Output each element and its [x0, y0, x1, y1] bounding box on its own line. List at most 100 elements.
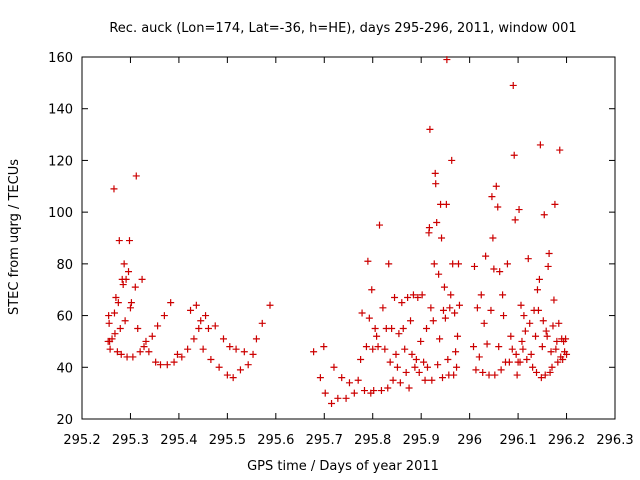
data-point [385, 260, 393, 268]
data-point [446, 304, 454, 312]
data-point [190, 335, 198, 343]
data-point [360, 387, 368, 395]
data-point [533, 286, 541, 294]
data-point [409, 291, 417, 299]
data-point [393, 363, 401, 371]
data-point [489, 234, 497, 242]
data-point [138, 275, 146, 283]
x-axis-label: GPS time / Days of year 2011 [247, 459, 439, 474]
data-point [533, 368, 541, 376]
data-point [515, 206, 523, 214]
data-point [136, 348, 144, 356]
data-point [537, 374, 545, 382]
data-point [544, 262, 552, 270]
y-tick-label: 120 [48, 154, 73, 169]
data-point [512, 350, 520, 358]
data-point [482, 252, 490, 260]
data-point [475, 353, 483, 361]
data-point [442, 200, 450, 208]
x-tick-label: 295.4 [160, 433, 197, 448]
data-point [310, 348, 318, 356]
data-point [219, 335, 227, 343]
data-point [548, 363, 556, 371]
data-point [402, 368, 410, 376]
data-point [423, 325, 431, 332]
x-tick-label: 296.2 [548, 433, 585, 448]
plot-frame [81, 56, 616, 420]
data-point [371, 325, 379, 332]
data-point [536, 141, 544, 149]
data-point [148, 332, 156, 340]
data-point [244, 361, 252, 369]
data-point [439, 306, 447, 314]
data-points [104, 56, 571, 407]
data-point [556, 146, 564, 154]
y-axis-label: STEC from uqrg / TECUs [7, 159, 22, 315]
data-point [358, 309, 366, 317]
y-tick-label: 160 [48, 51, 73, 66]
data-point [412, 356, 420, 364]
data-point [328, 399, 336, 407]
data-point [454, 260, 462, 268]
data-point [547, 348, 555, 356]
data-point [479, 368, 487, 376]
chart-title: Rec. auck (Lon=174, Lat=-36, h=HE), days… [109, 21, 576, 36]
data-point [211, 322, 219, 330]
data-point [513, 371, 521, 379]
data-point [115, 237, 123, 245]
data-point [229, 374, 237, 382]
data-point [195, 325, 203, 332]
data-point [499, 291, 507, 299]
data-point [491, 371, 499, 379]
data-point [105, 319, 113, 327]
data-point [173, 350, 181, 358]
data-point [223, 371, 231, 379]
data-point [480, 319, 488, 327]
data-point [448, 156, 456, 164]
data-point [439, 374, 447, 382]
data-point [545, 250, 553, 258]
data-point [121, 317, 129, 325]
data-point [451, 309, 459, 317]
data-point [167, 299, 175, 307]
data-point [428, 376, 436, 384]
data-point [207, 356, 215, 364]
data-point [517, 301, 525, 309]
data-point [503, 260, 511, 268]
data-point [202, 312, 210, 320]
data-point [546, 368, 554, 376]
data-point [156, 361, 164, 369]
data-point [455, 301, 463, 309]
y-tick-label: 60 [56, 310, 73, 325]
x-tick-label: 295.7 [306, 433, 343, 448]
data-point [538, 343, 546, 351]
data-point [357, 356, 365, 364]
y-axis: 20 40 60 80 100 120 140 160 [48, 51, 615, 428]
data-point [423, 363, 431, 371]
data-point [411, 363, 419, 371]
data-point [487, 306, 495, 314]
data-point [470, 343, 478, 351]
data-point [414, 293, 422, 301]
data-point [266, 301, 274, 309]
data-point [433, 218, 441, 226]
data-point [142, 337, 150, 345]
y-tick-label: 140 [48, 103, 73, 118]
data-point [120, 260, 128, 268]
data-point [112, 293, 120, 301]
data-point [519, 345, 527, 353]
data-point [500, 312, 508, 320]
data-point [420, 358, 428, 366]
data-point [106, 345, 114, 353]
data-point [507, 332, 515, 340]
data-point [415, 368, 423, 376]
data-point [370, 387, 378, 395]
data-point [160, 312, 168, 320]
data-point [562, 335, 570, 343]
data-point [377, 387, 385, 395]
data-point [122, 275, 130, 283]
data-point [511, 216, 519, 224]
data-point [111, 330, 119, 338]
data-point [436, 335, 444, 343]
data-point [496, 268, 504, 276]
